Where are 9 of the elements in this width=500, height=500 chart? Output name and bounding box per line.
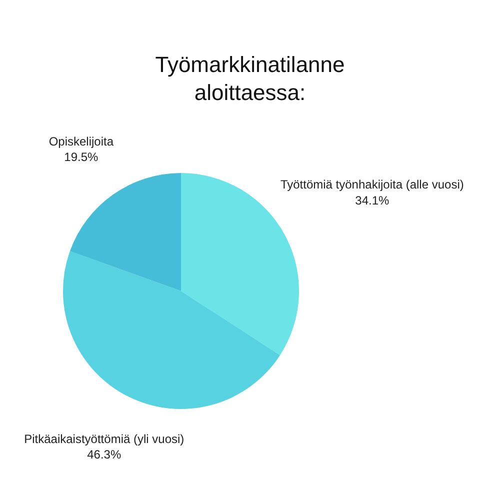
pie-slice xyxy=(70,173,181,291)
data-label: 19.5% xyxy=(64,150,99,164)
data-label: 34.1% xyxy=(355,193,390,208)
pie-slice xyxy=(63,251,280,409)
slice-label: Pitkäaikaistyöttömiä (yli vuosi) xyxy=(24,432,184,446)
chart-title: Työmarkkinatilanne aloittaessa: xyxy=(155,52,345,105)
slice-label: Työttömiä työnhakijoita (alle vuosi) xyxy=(280,178,464,192)
slice-label: Opiskelijoita xyxy=(48,134,114,149)
data-label: 46.3% xyxy=(87,447,122,462)
